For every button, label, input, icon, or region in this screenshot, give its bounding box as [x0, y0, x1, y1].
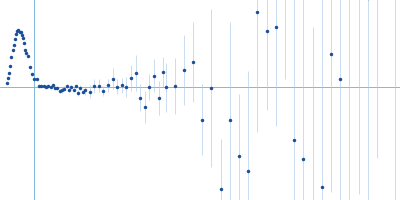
Point — [160, 70, 166, 73]
Point — [40, 85, 47, 88]
Point — [36, 84, 42, 87]
Point — [319, 186, 325, 189]
Point — [24, 55, 31, 58]
Point — [236, 154, 242, 157]
Point — [172, 84, 178, 88]
Point — [128, 76, 134, 79]
Point — [29, 73, 35, 76]
Point — [77, 86, 84, 89]
Point — [105, 84, 111, 87]
Point — [80, 90, 86, 93]
Point — [8, 55, 15, 59]
Point — [64, 85, 70, 88]
Point — [146, 85, 153, 88]
Point — [86, 90, 93, 93]
Point — [110, 77, 116, 80]
Point — [18, 31, 24, 34]
Point — [254, 10, 261, 13]
Point — [91, 84, 98, 88]
Point — [264, 29, 270, 32]
Point — [190, 60, 196, 64]
Point — [7, 65, 14, 68]
Point — [96, 84, 102, 87]
Point — [119, 84, 125, 87]
Point — [123, 86, 130, 89]
Point — [34, 78, 40, 81]
Point — [50, 84, 56, 87]
Point — [10, 49, 16, 52]
Point — [66, 88, 72, 91]
Point — [137, 96, 144, 99]
Point — [199, 118, 206, 121]
Point — [12, 37, 18, 41]
Point — [218, 187, 224, 191]
Point — [61, 87, 68, 90]
Point — [300, 157, 307, 161]
Point — [15, 28, 22, 32]
Point — [114, 85, 120, 88]
Point — [43, 85, 49, 88]
Point — [10, 43, 17, 46]
Point — [4, 82, 10, 85]
Point — [47, 86, 54, 89]
Point — [100, 89, 107, 93]
Point — [273, 26, 279, 29]
Point — [31, 77, 38, 80]
Point — [245, 170, 252, 173]
Point — [27, 65, 33, 69]
Point — [6, 72, 12, 75]
Point — [54, 87, 61, 90]
Point — [181, 68, 187, 72]
Point — [70, 88, 77, 91]
Point — [59, 89, 65, 92]
Point — [337, 77, 344, 80]
Point — [52, 87, 58, 90]
Point — [82, 89, 88, 92]
Point — [19, 33, 25, 37]
Point — [22, 48, 28, 51]
Point — [142, 105, 148, 108]
Point — [328, 52, 334, 55]
Point — [13, 33, 19, 36]
Point — [68, 85, 74, 89]
Point — [20, 36, 26, 39]
Point — [227, 118, 233, 121]
Point — [56, 89, 63, 92]
Point — [14, 29, 20, 33]
Point — [208, 86, 215, 90]
Point — [151, 74, 157, 77]
Point — [45, 85, 52, 88]
Point — [16, 30, 23, 34]
Point — [156, 96, 162, 100]
Point — [21, 41, 27, 44]
Point — [23, 52, 30, 55]
Point — [291, 139, 298, 142]
Point — [38, 85, 44, 88]
Point — [162, 86, 169, 89]
Point — [132, 72, 139, 75]
Point — [73, 85, 79, 88]
Point — [5, 77, 11, 80]
Point — [75, 92, 81, 95]
